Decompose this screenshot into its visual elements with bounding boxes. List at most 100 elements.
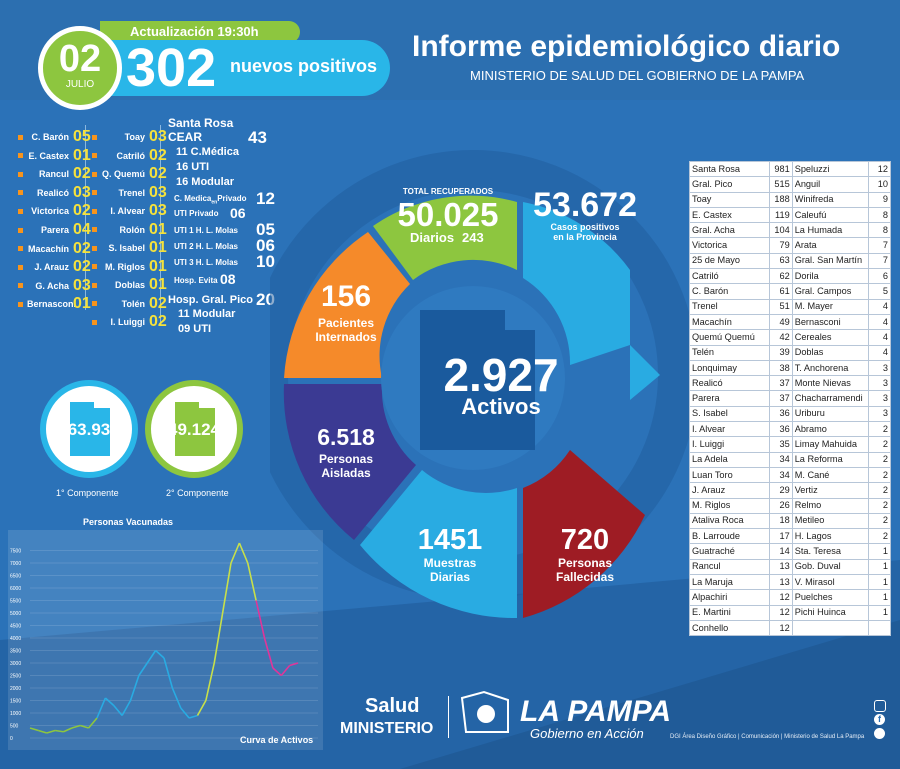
summary-wheel xyxy=(270,150,690,619)
locality-value: 04 xyxy=(73,221,91,238)
table-cell-value: 7 xyxy=(867,252,892,270)
locality-name: E. Castex xyxy=(28,150,69,161)
table-cell-value: 12 xyxy=(769,619,793,637)
locality-value: 03 xyxy=(149,183,167,201)
uti1-value: 05 xyxy=(256,220,275,239)
table-row: Catriló 62 Dorila 6 xyxy=(688,268,892,285)
locality-item: Catriló 02 xyxy=(92,147,167,165)
cases-segment xyxy=(523,202,630,365)
table-cell-locality: Alpachiri xyxy=(688,589,771,606)
chart-title: Personas Vacunadas xyxy=(82,517,174,527)
series-segment xyxy=(71,724,81,729)
table-cell-locality: Rancul xyxy=(688,558,771,576)
table-cell-value: 9 xyxy=(867,191,892,208)
bullet-icon xyxy=(18,246,23,252)
y-tick-label: 1000 xyxy=(10,711,21,717)
table-cell-value: 49 xyxy=(769,313,793,331)
table-cell-value: 515 xyxy=(769,176,793,193)
table-row: S. Isabel 36 Uriburu 3 xyxy=(688,405,892,423)
table-cell-locality: Relmo xyxy=(791,497,869,514)
table-cell-locality: Vertiz xyxy=(791,482,869,499)
locality-value: 02 xyxy=(149,294,167,312)
table-row: Parera 37 Chacharramendi 3 xyxy=(688,390,892,407)
locality-value: 01 xyxy=(73,295,91,313)
table-cell-locality: La Humada xyxy=(791,222,869,239)
locality-value: 03 xyxy=(73,276,91,294)
locality-item: J. Arauz 02 xyxy=(18,258,91,276)
facebook-icon[interactable]: f xyxy=(874,714,885,725)
bullet-icon xyxy=(18,227,23,233)
samples-label: Muestras Diarias xyxy=(423,556,477,584)
cear-uti: 16 UTI xyxy=(176,161,210,173)
locality-value: 02 xyxy=(149,165,167,182)
locality-item: Macachín 02 xyxy=(18,240,91,258)
table-cell-locality: S. Isabel xyxy=(688,405,771,423)
instagram-icon[interactable] xyxy=(874,700,886,712)
y-tick-label: 3500 xyxy=(10,649,21,655)
locality-item: G. Acha 03 xyxy=(18,277,91,295)
table-cell-locality: Gral. San Martín xyxy=(791,252,869,270)
locality-value: 01 xyxy=(149,257,167,275)
cear-medica: 11 C.Médica xyxy=(176,146,239,158)
table-cell-value: 37 xyxy=(769,375,793,392)
bullet-icon xyxy=(92,319,97,325)
locality-item: M. Riglos 01 xyxy=(92,258,167,276)
locality-value: 03 xyxy=(149,202,167,219)
arrow-right-icon xyxy=(630,345,660,400)
series-segment xyxy=(104,697,115,707)
table-cell-locality: Limay Mahuida xyxy=(791,436,869,453)
locality-item: Trenel 03 xyxy=(92,184,167,202)
locality-item: Toay 03 xyxy=(92,128,167,146)
table-cell-value: 3 xyxy=(867,405,892,423)
bullet-icon xyxy=(92,208,97,214)
series-segment xyxy=(196,700,207,716)
pico-label: Hosp. Gral. Pico xyxy=(168,294,253,306)
table-cell-locality: Gral. Acha xyxy=(688,222,771,239)
twitter-icon[interactable] xyxy=(874,728,885,739)
table-cell-locality: J. Arauz xyxy=(688,482,771,499)
locality-item: Rancul 02 xyxy=(18,165,91,183)
table-cell-value: 188 xyxy=(769,191,793,208)
salud-logo: Salud xyxy=(365,695,420,717)
table-cell-value: 26 xyxy=(769,497,793,514)
ministerio-logo: MINISTERIO xyxy=(340,720,434,737)
locality-name: M. Riglos xyxy=(105,261,145,272)
locality-name: Realicó xyxy=(36,187,69,198)
new-positives-count: 302 xyxy=(126,38,217,98)
table-cell-value: 62 xyxy=(769,268,793,285)
table-cell-locality: Winifreda xyxy=(791,191,869,208)
series-segment xyxy=(272,667,282,677)
date-day: 02 xyxy=(58,38,102,80)
table-cell-value: 2 xyxy=(867,497,892,514)
table-cell-locality: Santa Rosa xyxy=(688,160,771,178)
locality-item: I. Alvear 03 xyxy=(92,202,167,220)
table-cell-value: 2 xyxy=(867,466,892,484)
table-cell-locality: Trenel xyxy=(688,298,771,315)
table-row: Alpachiri 12 Puelches 1 xyxy=(688,589,892,606)
active-value: 2.927 xyxy=(443,349,559,401)
uti-privado-label: UTI Privado xyxy=(174,209,219,218)
locality-name: Q. Quemú xyxy=(101,169,145,179)
first-component-circle: 163.938 xyxy=(40,380,138,478)
locality-name: G. Acha xyxy=(35,280,69,291)
y-tick-label: 0 xyxy=(10,736,13,742)
y-tick-label: 2000 xyxy=(10,686,21,692)
table-row: Telén 39 Doblas 4 xyxy=(688,344,892,361)
table-row: I. Alvear 36 Abramo 2 xyxy=(688,421,892,438)
table-row: Gral. Acha 104 La Humada 8 xyxy=(688,222,892,239)
cases-value: 53.672 xyxy=(533,186,637,224)
table-cell-locality xyxy=(791,619,869,637)
pico-modular: 11 Modular xyxy=(178,308,236,320)
y-tick-label: 2500 xyxy=(10,674,21,680)
bullet-icon xyxy=(92,153,97,158)
table-cell-locality: Quemú Quemú xyxy=(688,329,771,346)
bullet-icon xyxy=(18,153,23,159)
locality-name: Toay xyxy=(124,132,145,142)
update-time: Actualización 19:30h xyxy=(100,21,300,43)
table-cell-value: 39 xyxy=(769,344,793,361)
isolated-value: 6.518 xyxy=(317,424,375,450)
bullet-icon xyxy=(92,134,97,140)
y-tick-label: 1500 xyxy=(10,699,21,705)
series-segment xyxy=(171,687,182,709)
date-badge: 02 JULIO xyxy=(38,26,122,110)
